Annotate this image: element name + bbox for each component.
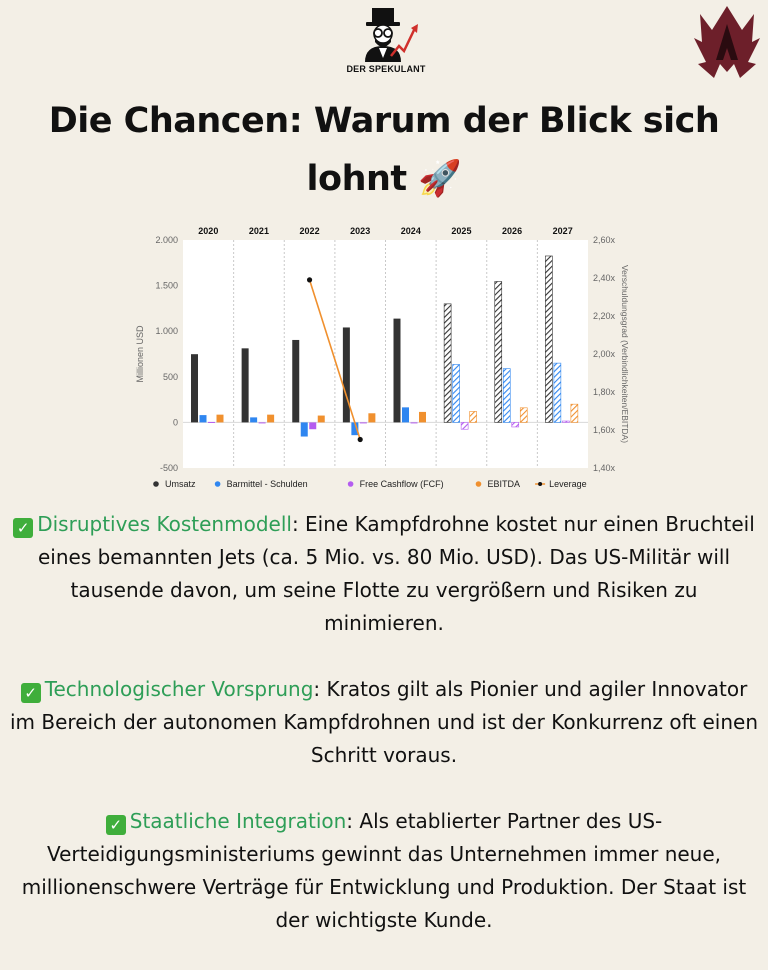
y2-tick-label: 2,60x	[593, 235, 616, 245]
bar-barmittel-schulden	[452, 364, 460, 423]
bar-umsatz	[494, 281, 503, 423]
bar-barmittel-schulden	[502, 368, 511, 423]
bar-umsatz	[241, 348, 249, 423]
legend-label: Umsatz	[165, 479, 196, 489]
bar-umsatz	[545, 255, 553, 423]
bar-ebitda	[469, 411, 477, 423]
y2-axis-label: Verschuldungsgrad (Verbindlichkeiten/EBI…	[620, 265, 630, 443]
bar-barmittel-schulden	[351, 422, 359, 436]
eagle-logo	[692, 2, 762, 82]
legend-label: Leverage	[549, 479, 587, 489]
bar-barmittel-schulden	[250, 417, 258, 423]
brand-name: DER SPEKULANT	[346, 64, 426, 74]
bar-ebitda	[519, 407, 528, 423]
bar-free-cashflow-fcf-	[258, 422, 266, 424]
check-icon: ✓	[13, 518, 34, 538]
legend-label: Barmittel - Schulden	[227, 479, 308, 489]
page-title: Die Chancen: Warum der Blick sich lohnt …	[20, 92, 748, 208]
bullet-list: ✓ Disruptives Kostenmodell: Eine Kampfdro…	[8, 508, 760, 970]
bar-umsatz	[443, 303, 452, 423]
legend-label: EBITDA	[488, 479, 521, 489]
bullet-cost-model: ✓ Disruptives Kostenmodell: Eine Kampfdro…	[8, 508, 760, 640]
category-label: 2026	[502, 226, 522, 236]
bullet-state-integration: ✓ Staatliche Integration: Als etablierter…	[8, 805, 760, 937]
y-tick-label: 2.000	[155, 235, 178, 245]
bar-ebitda	[368, 413, 376, 423]
legend-marker	[475, 481, 482, 487]
y-tick-label: -500	[160, 463, 178, 473]
y-tick-label: 1.500	[155, 281, 178, 291]
legend-marker	[538, 482, 543, 486]
leverage-point	[357, 436, 363, 443]
check-icon: ✓	[105, 815, 126, 835]
bar-ebitda	[267, 414, 275, 423]
bar-umsatz	[191, 354, 198, 423]
bar-ebitda	[216, 414, 224, 423]
y2-tick-label: 2,00x	[593, 349, 616, 359]
financial-chart: 2020 2021 2022 2023 2024 2025 2026 2027 2.000 1.5…	[128, 220, 644, 502]
check-icon: ✓	[20, 683, 41, 703]
bar-free-cashflow-fcf-	[309, 422, 317, 430]
y2-tick-label: 2,20x	[593, 311, 616, 321]
category-label: 2020	[198, 226, 218, 236]
y2-tick-label: 2,40x	[593, 273, 616, 283]
chart-canvas: 2020 2021 2022 2023 2024 2025 2026 2027 2.000 1.5…	[135, 226, 630, 489]
bar-barmittel-schulden	[553, 362, 562, 423]
bar-free-cashflow-fcf-	[562, 420, 570, 423]
rocket-icon: 🚀	[418, 159, 462, 199]
brand-logo: DER SPEKULANT	[346, 6, 426, 82]
bar-umsatz	[393, 318, 401, 423]
bar-free-cashflow-fcf-	[359, 422, 367, 424]
legend-marker	[214, 481, 221, 487]
title-line-2: lohnt	[306, 159, 408, 199]
leverage-point	[306, 277, 313, 283]
bar-umsatz	[342, 327, 350, 423]
bullet-text: : Als etablierter Partner des US-Verteid…	[21, 809, 747, 932]
bar-free-cashflow-fcf-	[511, 422, 520, 428]
legend-label: Free Cashflow (FCF)	[360, 479, 444, 489]
speculator-icon	[365, 8, 418, 62]
bar-barmittel-schulden	[300, 422, 308, 437]
category-label: 2025	[451, 226, 471, 236]
y2-tick-label: 1,80x	[593, 387, 616, 397]
y2-tick-label: 1,60x	[593, 425, 616, 435]
bar-free-cashflow-fcf-	[460, 422, 469, 430]
category-label: 2022	[300, 226, 320, 236]
bar-barmittel-schulden	[402, 407, 409, 423]
leverage-line	[308, 279, 361, 440]
y-axis-label: Millionen USD	[135, 325, 145, 383]
bullet-highlight: Technologischer Vorsprung	[44, 677, 314, 701]
bar-barmittel-schulden	[199, 415, 207, 423]
bullet-highlight: Staatliche Integration	[129, 809, 347, 833]
legend-marker	[347, 481, 354, 487]
bar-ebitda	[570, 403, 579, 423]
bullet-text: : Eine Kampfdrohne kostet nur einen Bruc…	[37, 512, 755, 635]
category-label: 2023	[350, 226, 370, 236]
legend-marker	[153, 481, 159, 487]
bar-ebitda	[419, 411, 426, 423]
category-label: 2021	[249, 226, 269, 236]
y2-tick-label: 1,40x	[593, 463, 616, 473]
bar-ebitda	[317, 415, 325, 423]
bar-umsatz	[292, 339, 300, 423]
bullet-text: : Kratos gilt als Pionier und agiler Inn…	[9, 677, 759, 767]
category-label: 2027	[553, 226, 573, 236]
y-tick-label: 1.000	[155, 326, 178, 336]
y-tick-label: 500	[163, 372, 178, 382]
y-tick-label: 0	[173, 417, 178, 427]
title-line-1: Die Chancen: Warum der Blick sich	[48, 101, 720, 141]
bullet-tech-lead: ✓ Technologischer Vorsprung: Kratos gilt …	[8, 673, 760, 772]
bar-free-cashflow-fcf-	[208, 421, 215, 423]
bar-free-cashflow-fcf-	[410, 422, 418, 424]
bullet-highlight: Disruptives Kostenmodell	[37, 512, 292, 536]
category-label: 2024	[401, 226, 421, 236]
